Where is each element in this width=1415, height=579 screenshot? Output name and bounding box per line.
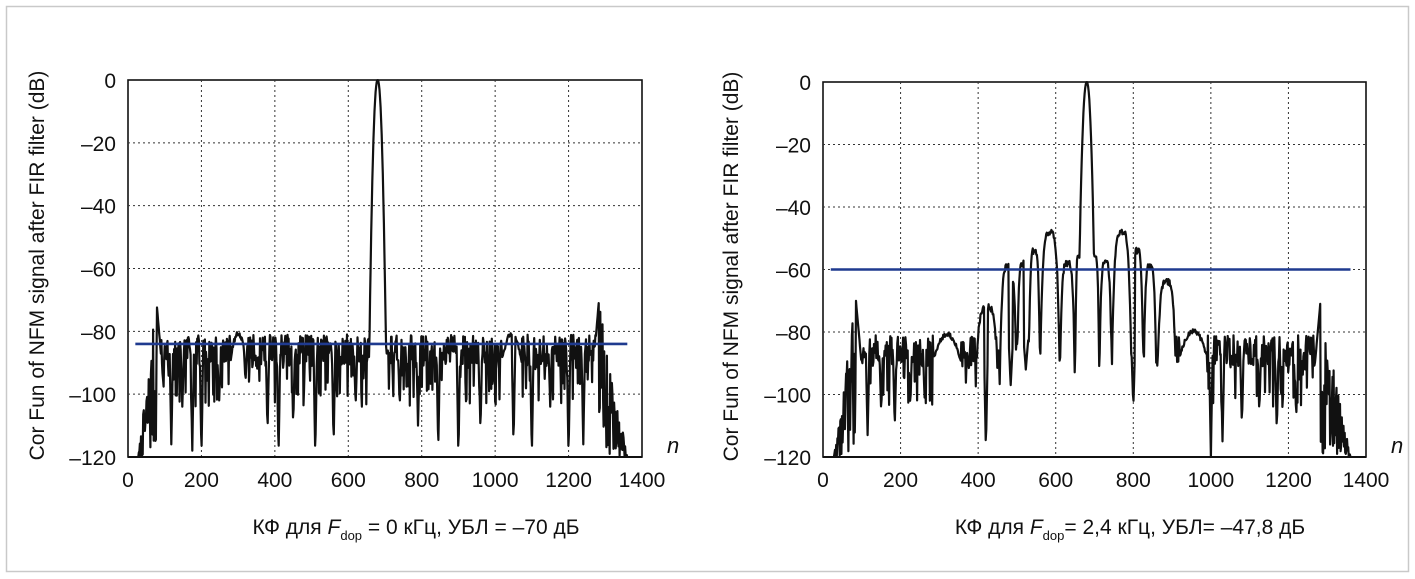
y-tick-label: –40 [81, 196, 116, 219]
x-tick-label: 1400 [1343, 469, 1390, 492]
caption-subscript: dop [340, 528, 362, 543]
series-line [832, 81, 1352, 459]
x-tick-label: 1200 [1265, 469, 1312, 492]
x-axis-symbol: n [667, 433, 679, 458]
y-tick-label: –60 [776, 260, 811, 283]
y-tick-label: –100 [69, 384, 116, 407]
x-tick-label: 600 [1038, 469, 1073, 492]
x-tick-label: 0 [122, 469, 134, 492]
y-tick-label: –120 [764, 447, 811, 470]
x-tick-label: 200 [184, 469, 219, 492]
y-tick-label: –40 [776, 197, 811, 220]
y-tick-label: –20 [81, 133, 116, 156]
caption-suffix: = 2,4 кГц, УБЛ= –47,8 дБ [1064, 516, 1305, 539]
y-tick-label: –80 [776, 322, 811, 345]
chart-right: 0 200 400 600 800 1000 1200 1400 0 –20 –40 –60 –80 –1… [720, 72, 1403, 543]
y-tick-label: –120 [69, 447, 116, 470]
chart-left: 0 200 400 600 800 1000 1200 1400 0 –20 –40 –60 –80 –1… [26, 70, 679, 543]
y-tick-label: 0 [799, 72, 811, 95]
y-tick-label: –60 [81, 259, 116, 282]
y-tick-label: –80 [81, 321, 116, 344]
caption-subscript: dop [1043, 528, 1065, 543]
y-tick-label: 0 [104, 70, 116, 93]
series-line [137, 79, 629, 458]
x-tick-label: 1200 [545, 469, 592, 492]
x-axis-symbol: n [1391, 433, 1403, 458]
caption-prefix: КФ для [252, 516, 327, 539]
caption-variable: F [328, 516, 342, 539]
caption-variable: F [1030, 516, 1044, 539]
x-tick-label: 600 [331, 469, 366, 492]
x-tick-label: 0 [817, 469, 829, 492]
x-tick-label: 800 [1116, 469, 1151, 492]
x-tick-label: 1000 [472, 469, 519, 492]
caption: КФ для Fdop= 2,4 кГц, УБЛ= –47,8 дБ [955, 516, 1305, 543]
x-tick-label: 200 [883, 469, 918, 492]
x-tick-label: 800 [404, 469, 439, 492]
y-tick-label: –100 [764, 385, 811, 408]
x-tick-label: 1400 [619, 469, 666, 492]
x-tick-label: 400 [961, 469, 996, 492]
caption-prefix: КФ для [955, 516, 1030, 539]
caption: КФ для Fdop = 0 кГц, УБЛ = –70 дБ [252, 516, 579, 543]
y-axis-label: Cor Fun of NFM signal after FIR filter (… [26, 71, 49, 461]
y-tick-label: –20 [776, 135, 811, 158]
y-axis-label: Cor Fun of NFM signal after FIR filter (… [720, 72, 743, 462]
x-tick-label: 1000 [1187, 469, 1234, 492]
figure-border [5, 5, 1410, 573]
x-tick-label: 400 [257, 469, 292, 492]
caption-suffix: = 0 кГц, УБЛ = –70 дБ [362, 516, 579, 539]
